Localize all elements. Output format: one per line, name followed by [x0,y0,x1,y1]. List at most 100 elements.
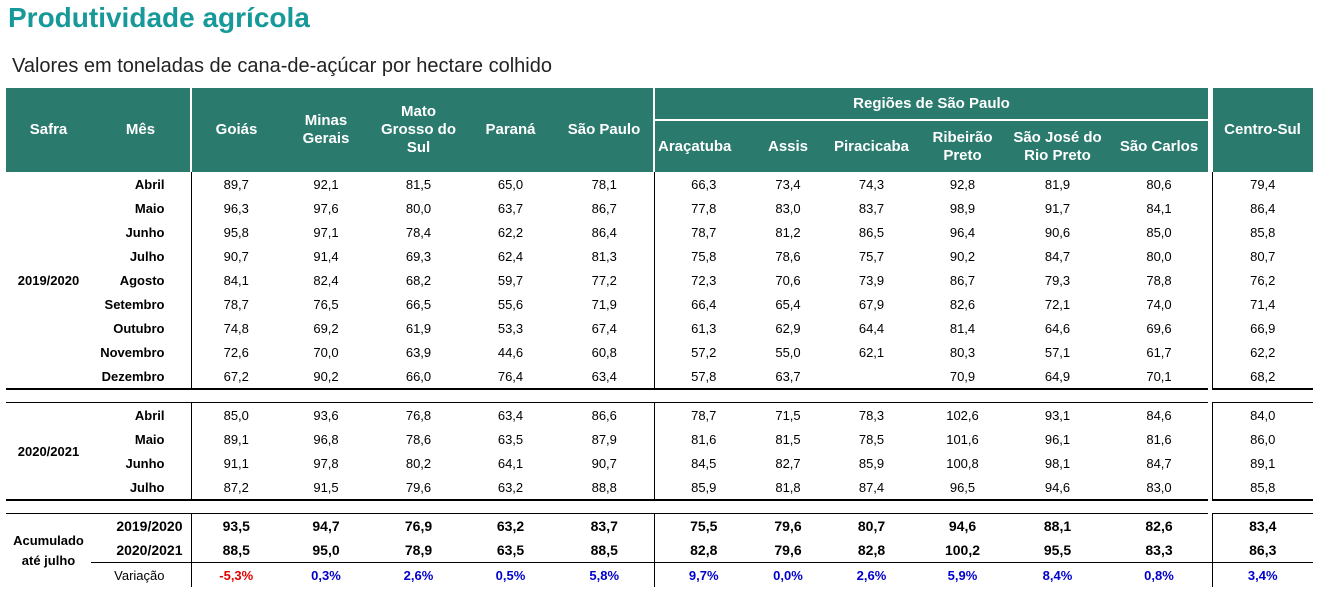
value-cell: 74,8 [190,316,281,340]
summary-value: 76,9 [404,518,433,534]
value-cell: 73,9 [858,272,885,288]
gap [1208,292,1213,316]
value-cell: 68,2 [405,272,432,288]
value-cell: 68,2 [1212,364,1313,389]
value-cell: 69,3 [405,248,432,264]
gap [1208,402,1213,427]
month-label: Junho [125,224,165,240]
spacer-cell [920,388,1005,403]
month-label: Novembro [100,344,165,360]
value-cell: 63,7 [775,368,801,384]
value-cell: 62,4 [497,248,524,264]
spacer-cell [91,499,191,514]
value-cell: 84,1 [190,268,281,292]
header-row: Safra Mês Goiás Minas Gerais Mato Grosso do … [6,88,1313,172]
value-cell: 82,6 [949,296,976,312]
spacer-cell [371,388,466,403]
variation-value: 0,8% [1110,562,1208,587]
value-cell: 60,8 [591,344,617,360]
value-cell: 76,5 [313,296,339,312]
value-cell: 72,3 [653,268,753,292]
safra-label: 2019/2020 [17,272,80,288]
summary-value: 83,3 [1145,542,1173,558]
value-cell: 89,7 [190,172,281,196]
value-cell: 83,0 [1146,479,1172,495]
value-cell: 73,4 [775,176,801,192]
value-cell: 61,7 [1146,344,1172,360]
value-cell: 62,9 [775,320,801,336]
value-cell: 91,1 [190,451,281,475]
value-cell: 78,1 [591,176,617,192]
value-cell: 74,0 [1146,296,1172,312]
data-row: Setembro 78,7 76,5 66,5 55,6 71,9 66,4 65,4 67,9… [6,292,1313,316]
value-cell: 59,7 [497,272,524,288]
summary-row: 2020/2021 88,5 95,0 78,9 63,5 88,5 82,8 79,6 82,… [6,538,1313,563]
group-header: Regiões de São Paulo [654,88,1208,121]
value-cell: 84,5 [653,451,753,475]
value-cell: 70,0 [313,344,339,360]
value-cell: 80,2 [405,455,432,471]
value-cell: 97,1 [313,224,339,240]
value-cell: 86,0 [1212,427,1313,451]
spacer-cell [6,388,91,403]
spacer-cell [191,388,281,403]
value-cell: 93,1 [1044,407,1071,423]
value-cell: 81,3 [591,248,617,264]
value-cell: 62,2 [1212,340,1313,364]
value-cell: 86,5 [858,224,885,240]
variation-value: 3,4% [1212,562,1313,587]
spacer-cell [823,388,920,403]
variation-label: Variação [91,562,191,587]
value-cell: 85,9 [858,455,885,471]
value-cell: 67,2 [190,364,281,389]
summary-value: 63,2 [496,518,525,534]
gap [1208,513,1213,538]
variation-value: 0,3% [281,562,371,587]
value-cell: 69,6 [1146,320,1172,336]
spacer-cell [920,499,1005,514]
gap [1208,562,1213,587]
summary-value: 75,5 [653,513,753,538]
value-cell: 71,4 [1212,292,1313,316]
value-cell: 66,9 [1212,316,1313,340]
value-cell: 81,4 [949,320,976,336]
value-cell: 63,9 [405,344,432,360]
gap [1208,364,1213,389]
value-cell: 53,3 [497,320,524,336]
gap [1208,196,1213,220]
summary-value: 80,7 [857,518,886,534]
variation-value: -5,3% [190,562,281,587]
value-cell: 70,1 [1146,368,1172,384]
value-cell: 61,9 [405,320,432,336]
value-cell: 98,9 [949,200,976,216]
value-cell: 55,6 [497,296,524,312]
data-row: Julho 90,7 91,4 69,3 62,4 81,3 75,8 78,6 75,7 90,… [6,244,1313,268]
spacer-cell [371,499,466,514]
spacer-cell [753,499,823,514]
value-cell: 62,1 [858,344,885,360]
month-label: Dezembro [101,368,165,384]
gap [1208,389,1213,403]
spacer-cell [823,499,920,514]
value-cell [823,364,920,389]
month-label: Julho [129,248,165,264]
value-cell: 83,7 [858,200,885,216]
value-cell: 64,4 [858,320,885,336]
value-cell: 97,6 [313,200,339,216]
spacer-cell [91,388,191,403]
gap [1208,316,1213,340]
value-cell: 79,3 [1044,272,1071,288]
value-cell: 78,7 [653,402,753,427]
safra-label: 2020/2021 [17,443,80,459]
spacer [6,388,1313,403]
value-cell: 87,9 [591,431,617,447]
summary-safra: 2019/2020 [116,518,183,534]
value-cell: 72,6 [190,340,281,364]
month-label: Outubro [113,320,165,336]
gap [1208,451,1213,475]
value-cell: 96,5 [949,479,976,495]
month-label: Abril [134,176,165,192]
summary-value: 94,6 [948,518,977,534]
value-cell: 75,7 [858,248,885,264]
spacer-cell [654,499,753,514]
